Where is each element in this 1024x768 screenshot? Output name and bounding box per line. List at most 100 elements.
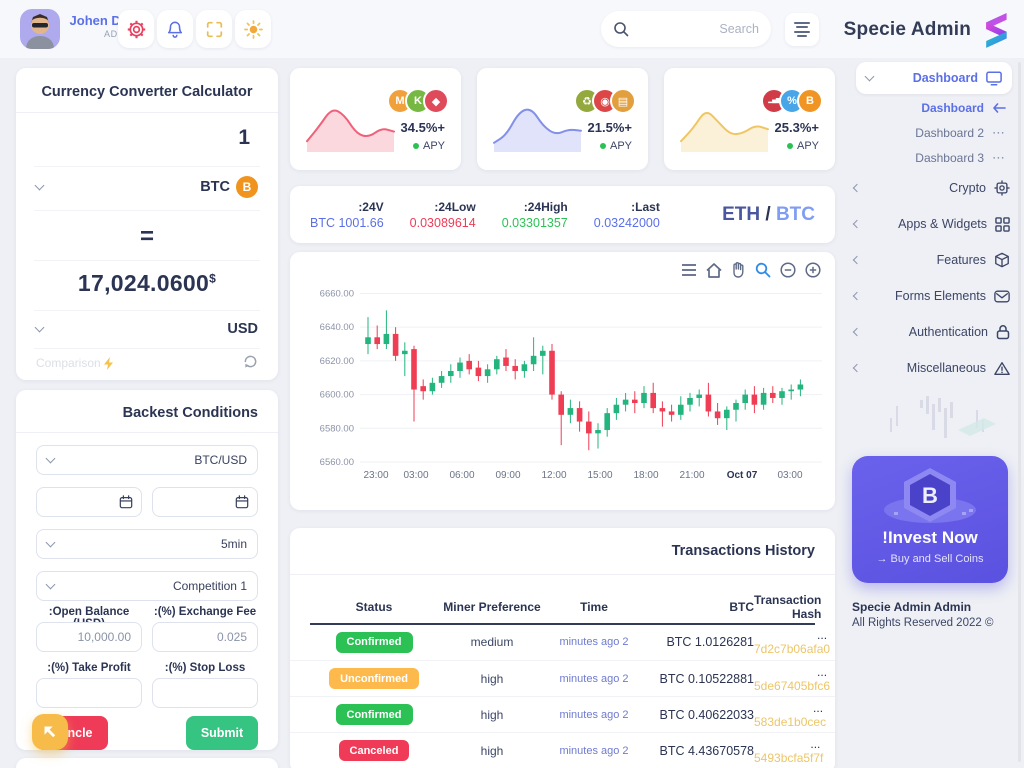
crypto-mini-card-3[interactable]: ▂▅▇% B 25.3%+ APY xyxy=(664,68,835,170)
sidebar-subitem-dashboard-3[interactable]: Dashboard 3 ⋯ xyxy=(915,150,1006,165)
chart-home-icon[interactable] xyxy=(706,262,722,278)
avatar-illustration xyxy=(26,14,54,49)
bell-icon xyxy=(167,21,183,38)
coin-gold-icon: ▤ xyxy=(610,88,636,114)
grid-icon xyxy=(995,216,1010,232)
btc-amount: BTC 0.10522881 xyxy=(659,671,754,686)
date-from-input[interactable] xyxy=(36,487,142,517)
transaction-hash-link[interactable]: ... 5493bcfa5f7f xyxy=(754,736,824,765)
svg-text:03:00: 03:00 xyxy=(403,470,428,481)
sparkline-chart xyxy=(306,109,395,152)
chart-pan-icon[interactable] xyxy=(731,262,746,278)
from-currency-select[interactable]: BTC B xyxy=(34,176,258,198)
table-row: Unconfirmed high minutes ago 2 BTC 0.105228… xyxy=(290,660,835,696)
sidebar-item-miscellaneous[interactable]: Miscellaneous xyxy=(852,356,1012,380)
time-link[interactable]: minutes ago 2 xyxy=(559,636,629,648)
pair-select[interactable]: BTC/USD xyxy=(36,445,258,475)
candlestick-chart[interactable]: 6660.00 6640.00 6620.00 6600.00 6580.00 6560.… xyxy=(290,252,835,510)
chart-zoom-out-icon[interactable] xyxy=(780,262,796,278)
mail-icon xyxy=(994,290,1010,302)
transactions-history-card: Transactions History Status Miner Prefer… xyxy=(290,528,835,768)
converter-title: Currency Converter Calculator xyxy=(41,84,253,100)
take-profit-input[interactable] xyxy=(36,678,142,708)
coin-group: ♻ ◉ ▤ xyxy=(574,88,636,114)
comparison-button[interactable]: Comparison xyxy=(36,356,114,370)
sidebar-item-forms-elements[interactable]: Forms Elements xyxy=(852,284,1012,308)
transactions-header-row: Status Miner Preference Time BTC Transac… xyxy=(355,593,822,621)
logo-text: Specie Admin xyxy=(843,19,971,40)
svg-text:6640.00: 6640.00 xyxy=(320,322,354,333)
theme-toggle-button[interactable] xyxy=(235,10,271,48)
notifications-button[interactable] xyxy=(157,10,193,48)
crypto-mini-card-1[interactable]: M K ◆ 34.5%+ APY xyxy=(290,68,461,170)
stop-loss-input[interactable] xyxy=(152,678,258,708)
matrix-decoration xyxy=(890,396,996,438)
search-input[interactable] xyxy=(635,11,759,47)
open-balance-input[interactable]: 10,000.00 xyxy=(36,622,142,652)
time-link[interactable]: minutes ago 2 xyxy=(559,672,629,685)
exchange-fee-input[interactable]: 0.025 xyxy=(152,622,258,652)
time-link[interactable]: minutes ago 2 xyxy=(559,708,629,721)
cpu-icon xyxy=(994,180,1010,196)
floating-action-button[interactable] xyxy=(32,714,68,750)
invest-now-card[interactable]: B !Invest Now → Buy and Sell Coins xyxy=(852,456,1008,583)
sparkline-chart xyxy=(493,108,582,152)
equals-sign: = xyxy=(139,223,154,250)
cursor-arrow-icon xyxy=(44,726,56,738)
stat-24high: :24High 0.03301357 xyxy=(501,199,568,230)
sidebar-subitem-dashboard-2[interactable]: Dashboard 2 ⋯ xyxy=(915,125,1006,140)
sidebar-item-crypto[interactable]: Crypto xyxy=(852,176,1012,200)
timeframe-select[interactable]: 5min xyxy=(36,529,258,559)
fullscreen-button[interactable] xyxy=(196,10,232,48)
svg-text:6560.00: 6560.00 xyxy=(320,457,354,468)
sidebar-item-authentication[interactable]: Authentication xyxy=(852,320,1012,344)
miner-preference: high xyxy=(480,707,504,722)
to-currency-select[interactable]: USD xyxy=(34,318,258,340)
svg-text:18:00: 18:00 xyxy=(633,470,658,481)
coin-group: M K ◆ xyxy=(387,88,449,114)
sidebar-item-features[interactable]: Features xyxy=(852,248,1012,272)
bitcoin-coin-icon: B xyxy=(236,176,258,198)
stop-loss-label: :(%) Stop Loss xyxy=(164,662,246,674)
logo-icon xyxy=(986,13,1007,48)
footer-rights: All Rights Reserved 2022 © xyxy=(852,617,994,629)
avatar[interactable] xyxy=(20,9,60,49)
pair-title: ETH / BTC xyxy=(722,203,815,225)
svg-text:6600.00: 6600.00 xyxy=(320,390,354,401)
app-logo[interactable]: Specie Admin xyxy=(844,11,1010,49)
chart-zoom-icon[interactable] xyxy=(755,262,771,278)
converter-amount[interactable]: 1 xyxy=(238,126,250,149)
chart-zoom-in-icon[interactable] xyxy=(805,262,821,278)
refresh-button[interactable] xyxy=(243,354,258,374)
time-link[interactable]: minutes ago 2 xyxy=(559,744,629,757)
sidebar-subitem-dashboard[interactable]: Dashboard xyxy=(856,97,1006,119)
transactions-title: Transactions History xyxy=(671,543,815,559)
competition-select[interactable]: Competition 1 xyxy=(36,571,258,601)
apy-label: APY xyxy=(786,140,819,152)
calendar-icon xyxy=(119,495,133,509)
transaction-hash-link[interactable]: ... 583de1b0cec xyxy=(754,700,827,729)
submit-button[interactable]: Submit xyxy=(186,716,258,750)
settings-button[interactable] xyxy=(118,10,154,48)
svg-text:21:00: 21:00 xyxy=(679,470,704,481)
sidebar-item-dashboard-active[interactable]: Dashboard xyxy=(856,62,1012,94)
date-to-input[interactable] xyxy=(152,487,258,517)
transactions-body: Confirmed medium minutes ago 2 BTC 1.012628… xyxy=(290,624,835,768)
btc-amount: BTC 1.0126281 xyxy=(666,635,754,649)
crypto-mini-card-2[interactable]: ♻ ◉ ▤ 21.5%+ APY xyxy=(477,68,648,170)
apy-percent: 34.5%+ xyxy=(400,120,445,135)
apy-label: APY xyxy=(599,140,632,152)
invest-subtitle-link[interactable]: → Buy and Sell Coins xyxy=(876,553,984,565)
menu-icon xyxy=(794,21,810,24)
btc-amount: BTC 0.40622033 xyxy=(659,707,754,722)
menu-toggle-button[interactable] xyxy=(785,13,819,46)
chart-menu-icon[interactable] xyxy=(681,263,697,277)
exchange-fee-label: :(%) Exchange Fee xyxy=(153,606,257,618)
gear-icon xyxy=(127,20,145,38)
scrollbar[interactable] xyxy=(1018,62,1021,762)
transaction-hash-link[interactable]: ... 5de67405bfc6 xyxy=(754,664,831,693)
chart-toolbar xyxy=(681,262,821,278)
transaction-hash-link[interactable]: ... 7d2c7b06afa0 xyxy=(754,628,831,656)
sidebar-item-apps-widgets[interactable]: Apps & Widgets xyxy=(852,212,1012,236)
svg-text:23:00: 23:00 xyxy=(363,470,388,481)
